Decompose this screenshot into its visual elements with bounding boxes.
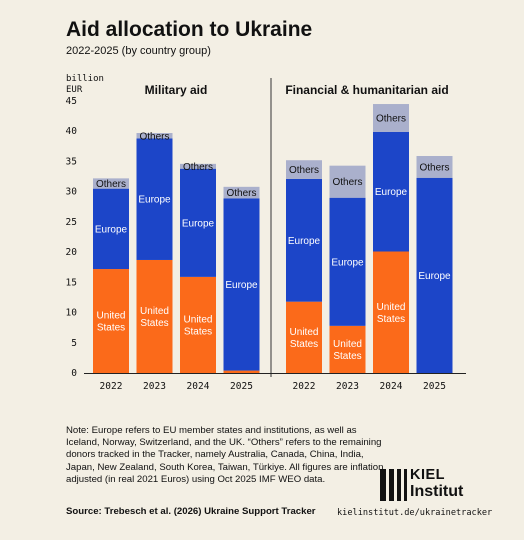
x-tick-label: 2024 <box>187 381 210 392</box>
bar-data-label: Europe <box>182 218 215 229</box>
bar-data-label: Others <box>139 131 169 142</box>
x-tick-label: 2025 <box>423 381 446 392</box>
bar-data-label: Others <box>96 179 126 190</box>
logo-sub: Institut <box>410 483 464 500</box>
bar-data-label: Others <box>183 162 213 173</box>
x-tick-label: 2025 <box>230 381 253 392</box>
bar-segment <box>136 138 173 260</box>
bar-data-label: Others <box>332 177 362 188</box>
bar-data-label: States <box>290 339 318 350</box>
x-tick-label: 2022 <box>293 381 316 392</box>
bar-segment <box>329 197 366 326</box>
x-tick-label: 2024 <box>380 381 403 392</box>
bar-segment <box>373 131 409 252</box>
bar-data-label: United <box>333 339 362 350</box>
bar-segment <box>373 251 409 373</box>
bar-segment <box>416 177 453 373</box>
y-tick-label: 15 <box>66 277 77 288</box>
y-tick-label: 30 <box>66 187 78 198</box>
bar-data-label: States <box>377 314 405 325</box>
y-tick-label: 35 <box>66 156 77 167</box>
bar-data-label: Europe <box>95 224 128 235</box>
chart-subtitle: 2022-2025 (by country group) <box>66 45 211 57</box>
bar-data-label: United <box>97 311 126 322</box>
source-url[interactable]: kielinstitut.de/ukrainetracker <box>337 508 493 518</box>
bar-data-label: States <box>97 323 125 334</box>
bar-segment <box>223 186 260 199</box>
x-tick-label: 2023 <box>336 381 359 392</box>
x-tick-label: 2023 <box>143 381 166 392</box>
unit-label-line2: EUR <box>66 85 83 95</box>
bar-segment <box>329 165 366 198</box>
bar-segment <box>223 198 260 371</box>
x-tick-label: 2022 <box>100 381 123 392</box>
bar-data-label: Europe <box>138 195 171 206</box>
source-text: Source: Trebesch et al. (2026) Ukraine S… <box>66 506 316 517</box>
bar-data-label: States <box>140 318 168 329</box>
bar-segment <box>223 370 260 373</box>
y-tick-label: 20 <box>66 247 78 258</box>
bar-data-label: Europe <box>418 271 451 282</box>
bar-segment <box>93 269 129 373</box>
bar-data-label: Others <box>419 162 449 173</box>
y-tick-label: 10 <box>66 308 78 319</box>
bar-segment <box>373 104 409 132</box>
panel-title: Military aid <box>145 83 208 97</box>
bar-segment <box>180 163 216 169</box>
bar-segment <box>93 178 129 189</box>
y-tick-label: 40 <box>66 126 78 137</box>
bar-segment <box>180 276 216 373</box>
footnote: Note: Europe refers to EU member states … <box>66 425 384 485</box>
bar-data-label: United <box>290 327 319 338</box>
bar-data-label: States <box>184 326 212 337</box>
bar-segment <box>136 259 173 373</box>
bar-data-label: States <box>333 351 361 362</box>
bar-data-label: United <box>140 306 169 317</box>
bar-segment <box>93 188 129 270</box>
bar-segment <box>286 160 322 179</box>
bar-data-label: Europe <box>225 280 258 291</box>
kiel-institut-logo: KIEL Institut <box>380 468 470 502</box>
bar-segment <box>286 301 322 373</box>
unit-label-line1: billion <box>66 74 104 84</box>
bar-data-label: Others <box>289 165 319 176</box>
bar-data-label: United <box>184 314 213 325</box>
bar-data-label: Europe <box>375 187 408 198</box>
bar-data-label: Others <box>376 113 406 124</box>
bar-segment <box>180 168 216 277</box>
y-tick-label: 45 <box>66 96 77 107</box>
y-tick-label: 5 <box>71 338 77 349</box>
bar-data-label: Others <box>226 188 256 199</box>
logo-name: KIEL <box>410 467 446 483</box>
bar-segment <box>136 133 173 139</box>
y-tick-label: 0 <box>71 368 77 379</box>
bar-data-label: Europe <box>288 236 321 247</box>
y-tick-label: 25 <box>66 217 77 228</box>
bar-segment <box>416 156 453 178</box>
bar-data-label: Europe <box>331 257 364 268</box>
bar-segment <box>286 178 322 302</box>
panel-title: Financial & humanitarian aid <box>285 83 448 97</box>
bar-segment <box>329 325 366 373</box>
kiel-logo-icon <box>380 469 407 501</box>
chart-title: Aid allocation to Ukraine <box>66 18 313 41</box>
bar-data-label: United <box>377 302 406 313</box>
